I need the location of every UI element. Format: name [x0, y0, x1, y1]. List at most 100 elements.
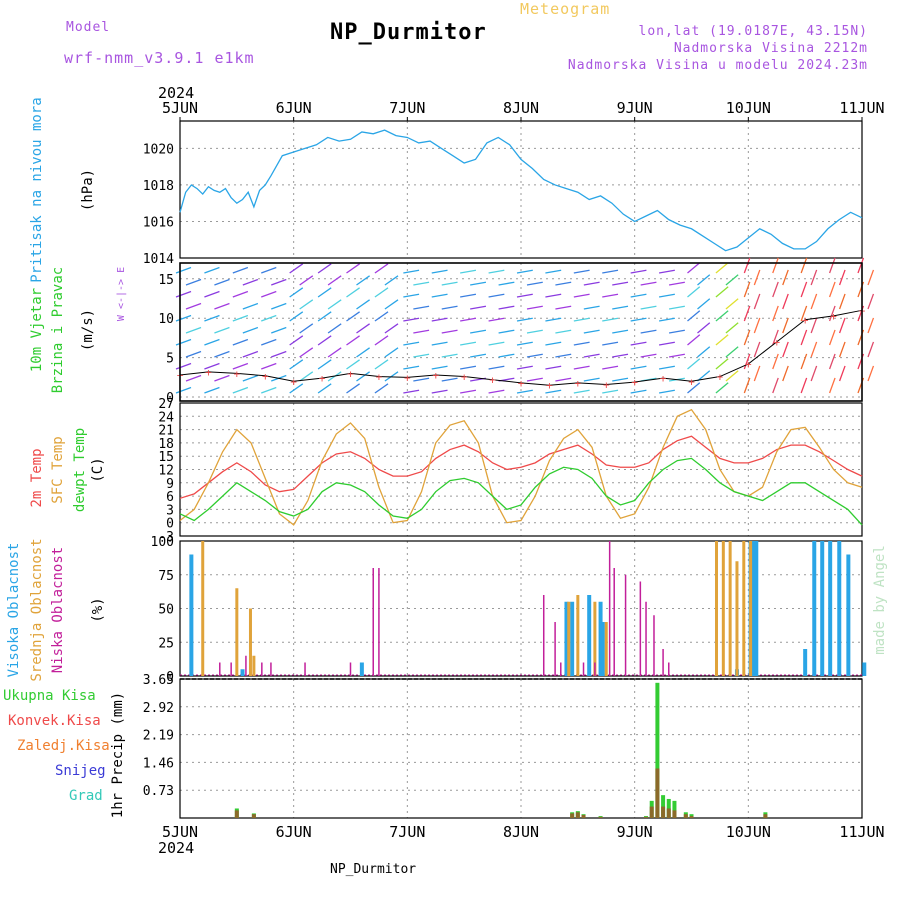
- mid-cloud-bar: [728, 541, 732, 676]
- wind-gust-marker: +: [717, 371, 724, 384]
- bottom-date-label: 5JUN: [162, 823, 198, 841]
- wind-arrow: [612, 281, 629, 286]
- wind-gust-marker: +: [319, 372, 326, 385]
- wind-arrow: [630, 317, 647, 322]
- wind-arrow: [828, 305, 836, 322]
- high-cloud-bar: [846, 554, 851, 676]
- model-name: wrf-nmm_v3.9.1 e1km: [64, 49, 255, 67]
- wind-arrow: [516, 389, 533, 394]
- wind-gust-marker: +: [489, 374, 496, 387]
- wind-arrow: [384, 323, 399, 334]
- wind-arrow: [612, 377, 629, 382]
- wind-arrow: [317, 335, 332, 346]
- wind-arrow: [299, 371, 314, 382]
- wind-arrow: [289, 287, 304, 298]
- wind-arrow: [573, 389, 590, 394]
- y-tick-label: 2.92: [143, 701, 174, 716]
- mid-cloud-bar: [252, 655, 256, 676]
- wind-arrow: [346, 311, 360, 322]
- wind-arrow: [242, 278, 259, 286]
- wind-arrow: [810, 365, 818, 382]
- y-tick-label: 5: [166, 352, 174, 367]
- wind-gust-marker: +: [234, 367, 241, 380]
- cloud-panel: 0 25 50 75 100: [151, 535, 867, 685]
- y-tick-label: 1014: [143, 252, 174, 267]
- wind-arrow: [498, 305, 515, 310]
- conv-precip-bar: [598, 816, 603, 818]
- y-tick-label: 0.73: [143, 784, 174, 799]
- wind-arrow: [327, 275, 342, 286]
- wind-arrow: [431, 341, 448, 346]
- wind-arrow: [232, 314, 249, 322]
- wind-arrow: [800, 329, 808, 346]
- wind-arrow: [261, 386, 277, 394]
- wind-arrow: [374, 263, 389, 274]
- mid-cloud-bar: [576, 595, 580, 676]
- conv-precip-bar: [570, 813, 575, 818]
- wind-arrow: [583, 281, 600, 286]
- y-tick-label: 0: [166, 517, 174, 532]
- y-tick-label: 21: [158, 424, 174, 439]
- y-tick-label: 1020: [143, 142, 174, 157]
- wind-arrow: [526, 305, 543, 310]
- wind-arrow: [658, 317, 675, 322]
- mid-cloud-bar: [735, 561, 739, 676]
- conv-precip-bar: [763, 814, 768, 818]
- wind-frame: [179, 262, 863, 402]
- cloud-unit-label: (%): [90, 597, 106, 622]
- wind-arrow: [602, 389, 619, 394]
- wind-arrow: [800, 353, 808, 370]
- temp-unit-label: (C): [90, 457, 106, 482]
- high-cloud-bar: [754, 541, 759, 676]
- mid-cloud-bar: [201, 541, 205, 676]
- bottom-date-label: 9JUN: [617, 823, 653, 841]
- wind-arrow: [800, 305, 808, 322]
- high-cloud-bar: [189, 554, 194, 676]
- wind-arrow: [346, 383, 360, 394]
- mid-cloud-bar: [567, 601, 571, 676]
- wind-arrow: [687, 358, 701, 370]
- wind-arrow: [545, 341, 562, 346]
- low-cloud-bar: [542, 595, 545, 676]
- conv-precip-bar: [649, 806, 654, 818]
- wind-arrow: [175, 362, 192, 370]
- wind-arrow: [583, 329, 600, 334]
- wind-arrow: [242, 326, 259, 334]
- wind-gust-marker: +: [432, 369, 439, 382]
- wind-arrow: [175, 314, 192, 322]
- wind-arrow: [668, 305, 685, 310]
- wind-arrow: [867, 365, 875, 382]
- wind-arrow: [431, 317, 448, 322]
- wind-arrow: [782, 317, 789, 334]
- y-tick-label: 0: [166, 391, 174, 406]
- wind-arrow: [374, 335, 389, 346]
- wind-arrow: [838, 317, 846, 334]
- precip-legend-4: Grad: [69, 788, 103, 804]
- wind-arrow: [743, 377, 751, 394]
- high-cloud-label: Visoka Oblacnost: [6, 543, 22, 678]
- wind-arrow: [185, 374, 202, 382]
- wind-axis-label: 10m Vjetar: [29, 288, 45, 372]
- wind-arrow: [583, 377, 600, 382]
- wind-arrow: [317, 263, 332, 274]
- mid-cloud-bar: [749, 541, 753, 676]
- wind-arrow: [374, 383, 389, 394]
- wind-arrow: [630, 341, 647, 346]
- wind-arrow: [687, 382, 701, 394]
- wind-arrow: [346, 335, 360, 346]
- low-cloud-bar: [349, 662, 352, 676]
- wind-arrow: [289, 263, 304, 274]
- wind-gust-marker: +: [603, 378, 610, 391]
- wind-arrow: [612, 305, 629, 310]
- wind-arrow: [185, 350, 202, 358]
- wind-speed-line: [179, 309, 863, 386]
- wind-arrow: [317, 359, 332, 370]
- wind-arrow: [204, 290, 220, 298]
- wind-arrow: [431, 293, 448, 298]
- low-cloud-bar: [219, 662, 221, 676]
- wind-arrow: [658, 365, 675, 370]
- wind-arrow: [545, 293, 562, 298]
- conv-precip-bar: [672, 810, 677, 818]
- wind-arrow: [289, 383, 304, 394]
- panel-frame: [179, 402, 863, 537]
